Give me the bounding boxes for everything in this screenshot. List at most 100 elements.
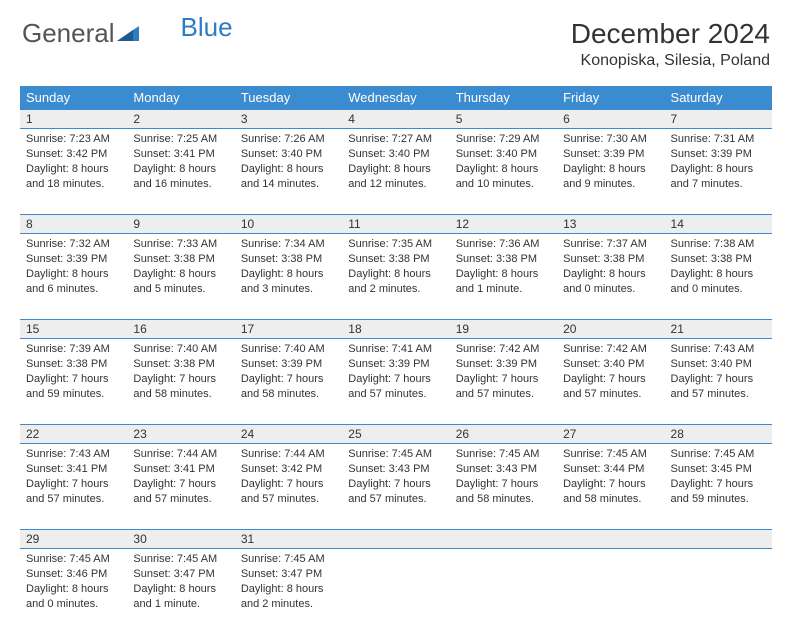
day-number-cell: 8 — [20, 215, 127, 234]
sunset-text: Sunset: 3:38 PM — [671, 252, 766, 267]
day-cell: Sunrise: 7:29 AMSunset: 3:40 PMDaylight:… — [450, 129, 557, 215]
sunset-text: Sunset: 3:40 PM — [671, 357, 766, 372]
sunrise-text: Sunrise: 7:35 AM — [348, 237, 443, 252]
daylight-text: Daylight: 7 hours and 57 minutes. — [348, 372, 443, 402]
day-cell: Sunrise: 7:31 AMSunset: 3:39 PMDaylight:… — [665, 129, 772, 215]
sunrise-text: Sunrise: 7:30 AM — [563, 132, 658, 147]
sunrise-text: Sunrise: 7:45 AM — [348, 447, 443, 462]
daylight-text: Daylight: 8 hours and 10 minutes. — [456, 162, 551, 192]
sunset-text: Sunset: 3:38 PM — [26, 357, 121, 372]
day-number-cell: 24 — [235, 425, 342, 444]
sunrise-text: Sunrise: 7:43 AM — [671, 342, 766, 357]
sunset-text: Sunset: 3:44 PM — [563, 462, 658, 477]
day-cell: Sunrise: 7:43 AMSunset: 3:41 PMDaylight:… — [20, 444, 127, 530]
sunset-text: Sunset: 3:47 PM — [133, 567, 228, 582]
day-number-cell: 3 — [235, 110, 342, 129]
day-number-row: 22232425262728 — [20, 425, 772, 444]
daylight-text: Daylight: 7 hours and 57 minutes. — [563, 372, 658, 402]
sunset-text: Sunset: 3:38 PM — [456, 252, 551, 267]
sunrise-text: Sunrise: 7:45 AM — [563, 447, 658, 462]
day-cell — [342, 549, 449, 635]
day-content-row: Sunrise: 7:43 AMSunset: 3:41 PMDaylight:… — [20, 444, 772, 530]
day-number-cell: 25 — [342, 425, 449, 444]
sunrise-text: Sunrise: 7:43 AM — [26, 447, 121, 462]
daylight-text: Daylight: 8 hours and 0 minutes. — [563, 267, 658, 297]
day-number-cell: 22 — [20, 425, 127, 444]
day-number-cell — [557, 530, 664, 549]
day-number-cell: 2 — [127, 110, 234, 129]
weekday-header: Tuesday — [235, 86, 342, 110]
day-number-cell: 20 — [557, 320, 664, 339]
month-title: December 2024 — [571, 18, 770, 50]
day-number-cell: 16 — [127, 320, 234, 339]
daylight-text: Daylight: 8 hours and 1 minute. — [456, 267, 551, 297]
sunrise-text: Sunrise: 7:36 AM — [456, 237, 551, 252]
sunset-text: Sunset: 3:39 PM — [456, 357, 551, 372]
sunset-text: Sunset: 3:40 PM — [456, 147, 551, 162]
day-number-cell: 6 — [557, 110, 664, 129]
daylight-text: Daylight: 7 hours and 57 minutes. — [241, 477, 336, 507]
sunset-text: Sunset: 3:40 PM — [563, 357, 658, 372]
sunrise-text: Sunrise: 7:38 AM — [671, 237, 766, 252]
day-number-cell: 4 — [342, 110, 449, 129]
title-block: December 2024 Konopiska, Silesia, Poland — [571, 18, 770, 70]
day-cell: Sunrise: 7:40 AMSunset: 3:39 PMDaylight:… — [235, 339, 342, 425]
day-cell: Sunrise: 7:30 AMSunset: 3:39 PMDaylight:… — [557, 129, 664, 215]
logo-text-blue: Blue — [181, 12, 233, 43]
day-cell: Sunrise: 7:34 AMSunset: 3:38 PMDaylight:… — [235, 234, 342, 320]
day-cell: Sunrise: 7:45 AMSunset: 3:43 PMDaylight:… — [342, 444, 449, 530]
sunrise-text: Sunrise: 7:39 AM — [26, 342, 121, 357]
day-content-row: Sunrise: 7:39 AMSunset: 3:38 PMDaylight:… — [20, 339, 772, 425]
day-number-cell: 21 — [665, 320, 772, 339]
sunset-text: Sunset: 3:47 PM — [241, 567, 336, 582]
sunrise-text: Sunrise: 7:41 AM — [348, 342, 443, 357]
day-cell: Sunrise: 7:26 AMSunset: 3:40 PMDaylight:… — [235, 129, 342, 215]
sunset-text: Sunset: 3:38 PM — [241, 252, 336, 267]
daylight-text: Daylight: 7 hours and 58 minutes. — [563, 477, 658, 507]
sunset-text: Sunset: 3:42 PM — [26, 147, 121, 162]
daylight-text: Daylight: 8 hours and 2 minutes. — [241, 582, 336, 612]
sunrise-text: Sunrise: 7:27 AM — [348, 132, 443, 147]
daylight-text: Daylight: 8 hours and 6 minutes. — [26, 267, 121, 297]
triangle-icon — [117, 18, 139, 49]
sunrise-text: Sunrise: 7:31 AM — [671, 132, 766, 147]
weekday-header: Wednesday — [342, 86, 449, 110]
day-number-cell — [665, 530, 772, 549]
day-cell: Sunrise: 7:35 AMSunset: 3:38 PMDaylight:… — [342, 234, 449, 320]
day-number-cell: 30 — [127, 530, 234, 549]
sunrise-text: Sunrise: 7:25 AM — [133, 132, 228, 147]
header: General Blue December 2024 Konopiska, Si… — [0, 0, 792, 78]
daylight-text: Daylight: 7 hours and 57 minutes. — [456, 372, 551, 402]
sunset-text: Sunset: 3:38 PM — [133, 252, 228, 267]
sunrise-text: Sunrise: 7:45 AM — [671, 447, 766, 462]
daylight-text: Daylight: 8 hours and 16 minutes. — [133, 162, 228, 192]
sunset-text: Sunset: 3:39 PM — [26, 252, 121, 267]
sunset-text: Sunset: 3:39 PM — [671, 147, 766, 162]
sunrise-text: Sunrise: 7:44 AM — [241, 447, 336, 462]
daylight-text: Daylight: 8 hours and 7 minutes. — [671, 162, 766, 192]
daylight-text: Daylight: 8 hours and 1 minute. — [133, 582, 228, 612]
daylight-text: Daylight: 7 hours and 57 minutes. — [26, 477, 121, 507]
day-number-cell: 11 — [342, 215, 449, 234]
day-cell: Sunrise: 7:23 AMSunset: 3:42 PMDaylight:… — [20, 129, 127, 215]
day-number-cell — [450, 530, 557, 549]
day-cell: Sunrise: 7:45 AMSunset: 3:43 PMDaylight:… — [450, 444, 557, 530]
sunrise-text: Sunrise: 7:40 AM — [133, 342, 228, 357]
daylight-text: Daylight: 7 hours and 58 minutes. — [133, 372, 228, 402]
day-cell: Sunrise: 7:41 AMSunset: 3:39 PMDaylight:… — [342, 339, 449, 425]
sunrise-text: Sunrise: 7:45 AM — [456, 447, 551, 462]
day-cell — [557, 549, 664, 635]
sunset-text: Sunset: 3:40 PM — [348, 147, 443, 162]
day-cell: Sunrise: 7:39 AMSunset: 3:38 PMDaylight:… — [20, 339, 127, 425]
sunset-text: Sunset: 3:38 PM — [133, 357, 228, 372]
logo: General Blue — [22, 18, 233, 49]
daylight-text: Daylight: 8 hours and 0 minutes. — [26, 582, 121, 612]
weekday-header: Saturday — [665, 86, 772, 110]
calendar-table: Sunday Monday Tuesday Wednesday Thursday… — [20, 86, 772, 635]
day-cell: Sunrise: 7:44 AMSunset: 3:42 PMDaylight:… — [235, 444, 342, 530]
daylight-text: Daylight: 8 hours and 14 minutes. — [241, 162, 336, 192]
day-cell: Sunrise: 7:45 AMSunset: 3:46 PMDaylight:… — [20, 549, 127, 635]
daylight-text: Daylight: 7 hours and 57 minutes. — [348, 477, 443, 507]
day-number-cell: 15 — [20, 320, 127, 339]
day-number-cell: 26 — [450, 425, 557, 444]
